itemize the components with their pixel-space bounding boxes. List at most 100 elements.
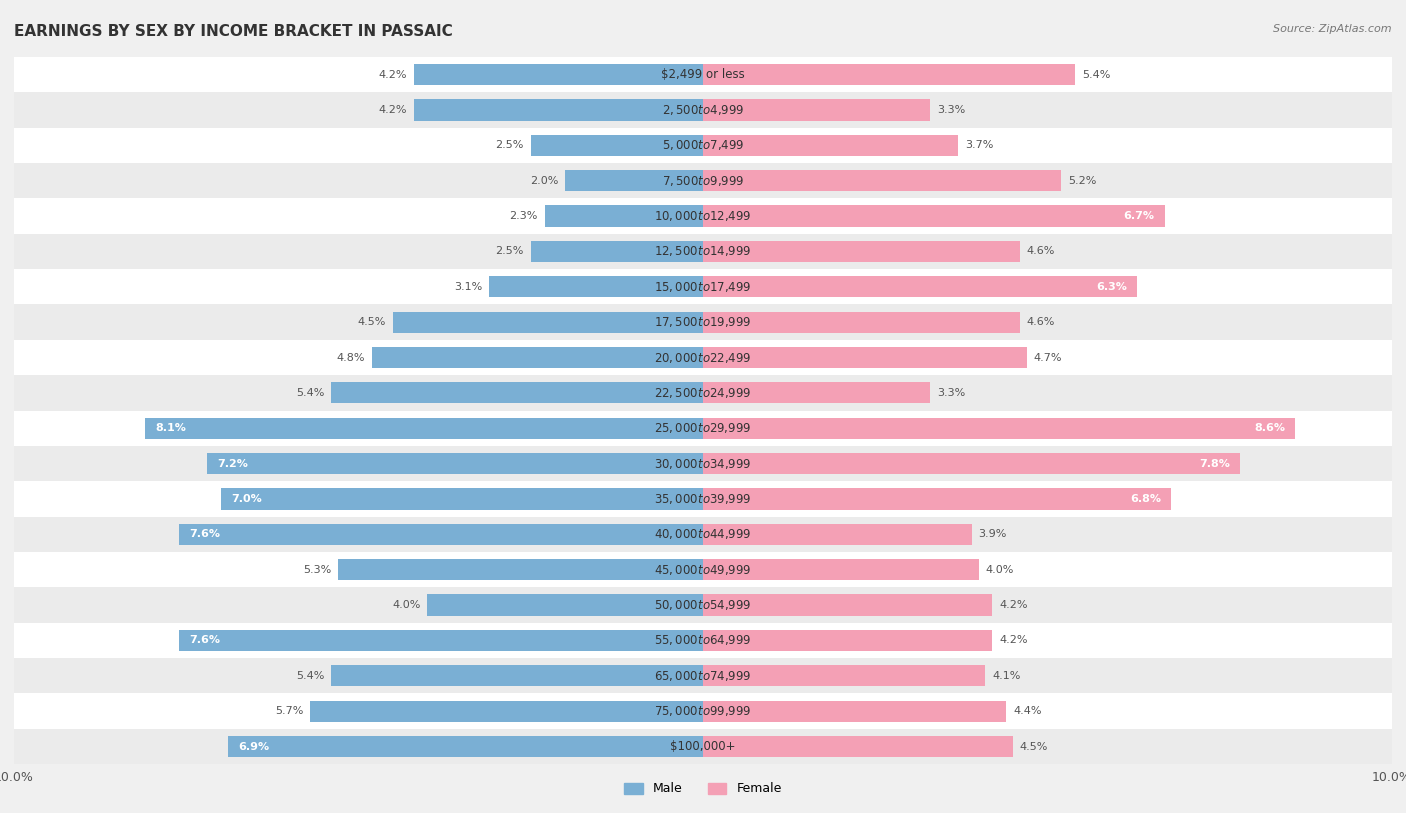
Bar xyxy=(565,170,703,191)
Bar xyxy=(14,552,1392,587)
Text: 6.7%: 6.7% xyxy=(1123,211,1154,221)
Bar xyxy=(703,64,1076,85)
Text: $2,500 to $4,999: $2,500 to $4,999 xyxy=(662,103,744,117)
Bar xyxy=(14,481,1392,517)
Text: $20,000 to $22,499: $20,000 to $22,499 xyxy=(654,350,752,364)
Text: 2.0%: 2.0% xyxy=(530,176,558,185)
Text: $15,000 to $17,499: $15,000 to $17,499 xyxy=(654,280,752,293)
Bar xyxy=(703,489,1171,510)
Text: $50,000 to $54,999: $50,000 to $54,999 xyxy=(654,598,752,612)
Bar xyxy=(14,411,1392,446)
Bar xyxy=(703,559,979,580)
Bar xyxy=(703,736,1012,757)
Text: 4.2%: 4.2% xyxy=(1000,600,1028,610)
Bar xyxy=(14,659,1392,693)
Text: Source: ZipAtlas.com: Source: ZipAtlas.com xyxy=(1274,24,1392,34)
Text: 2.5%: 2.5% xyxy=(495,141,524,150)
Bar xyxy=(531,135,703,156)
Bar xyxy=(14,304,1392,340)
Bar xyxy=(145,418,703,439)
Bar xyxy=(703,701,1007,722)
Bar xyxy=(14,198,1392,233)
Bar xyxy=(14,92,1392,128)
Text: 8.6%: 8.6% xyxy=(1254,424,1285,433)
Text: 4.6%: 4.6% xyxy=(1026,246,1054,256)
Bar xyxy=(703,594,993,615)
Bar xyxy=(703,418,1295,439)
Text: 2.5%: 2.5% xyxy=(495,246,524,256)
Bar xyxy=(544,206,703,227)
Text: 5.4%: 5.4% xyxy=(295,671,323,680)
Text: 6.3%: 6.3% xyxy=(1095,282,1126,292)
Text: $7,500 to $9,999: $7,500 to $9,999 xyxy=(662,174,744,188)
Text: 3.3%: 3.3% xyxy=(938,105,966,115)
Text: 4.2%: 4.2% xyxy=(378,70,406,80)
Bar xyxy=(427,594,703,615)
Bar xyxy=(330,665,703,686)
Bar xyxy=(14,163,1392,198)
Text: $40,000 to $44,999: $40,000 to $44,999 xyxy=(654,528,752,541)
Bar xyxy=(703,135,957,156)
Bar xyxy=(221,489,703,510)
Bar xyxy=(413,64,703,85)
Bar xyxy=(14,623,1392,658)
Bar xyxy=(703,99,931,120)
Text: 4.1%: 4.1% xyxy=(993,671,1021,680)
Text: 6.8%: 6.8% xyxy=(1130,494,1161,504)
Bar xyxy=(489,276,703,298)
Bar xyxy=(14,269,1392,304)
Text: 7.6%: 7.6% xyxy=(190,636,221,646)
Bar xyxy=(311,701,703,722)
Bar xyxy=(703,276,1137,298)
Text: 4.8%: 4.8% xyxy=(337,353,366,363)
Bar xyxy=(14,517,1392,552)
Text: 5.2%: 5.2% xyxy=(1069,176,1097,185)
Text: $55,000 to $64,999: $55,000 to $64,999 xyxy=(654,633,752,647)
Bar xyxy=(392,311,703,333)
Bar xyxy=(14,587,1392,623)
Text: 4.0%: 4.0% xyxy=(392,600,420,610)
Text: $2,499 or less: $2,499 or less xyxy=(661,68,745,81)
Text: 3.7%: 3.7% xyxy=(965,141,993,150)
Text: $75,000 to $99,999: $75,000 to $99,999 xyxy=(654,704,752,718)
Bar xyxy=(703,524,972,545)
Text: $12,500 to $14,999: $12,500 to $14,999 xyxy=(654,245,752,259)
Text: $35,000 to $39,999: $35,000 to $39,999 xyxy=(654,492,752,506)
Legend: Male, Female: Male, Female xyxy=(619,777,787,801)
Text: 4.6%: 4.6% xyxy=(1026,317,1054,327)
Text: 8.1%: 8.1% xyxy=(155,424,186,433)
Text: $100,000+: $100,000+ xyxy=(671,740,735,753)
Text: $17,500 to $19,999: $17,500 to $19,999 xyxy=(654,315,752,329)
Bar xyxy=(330,382,703,403)
Text: 4.0%: 4.0% xyxy=(986,565,1014,575)
Bar xyxy=(531,241,703,262)
Text: $30,000 to $34,999: $30,000 to $34,999 xyxy=(654,457,752,471)
Bar xyxy=(703,241,1019,262)
Text: 4.4%: 4.4% xyxy=(1012,706,1042,716)
Text: 5.4%: 5.4% xyxy=(295,388,323,398)
Bar xyxy=(14,340,1392,375)
Bar xyxy=(14,693,1392,729)
Text: 3.3%: 3.3% xyxy=(938,388,966,398)
Bar xyxy=(413,99,703,120)
Text: 5.3%: 5.3% xyxy=(302,565,330,575)
Bar xyxy=(337,559,703,580)
Text: $45,000 to $49,999: $45,000 to $49,999 xyxy=(654,563,752,576)
Text: 3.9%: 3.9% xyxy=(979,529,1007,539)
Text: 4.2%: 4.2% xyxy=(1000,636,1028,646)
Text: $65,000 to $74,999: $65,000 to $74,999 xyxy=(654,669,752,683)
Bar xyxy=(703,347,1026,368)
Text: $22,500 to $24,999: $22,500 to $24,999 xyxy=(654,386,752,400)
Bar xyxy=(180,630,703,651)
Text: 6.9%: 6.9% xyxy=(238,741,269,751)
Bar xyxy=(14,729,1392,764)
Text: $10,000 to $12,499: $10,000 to $12,499 xyxy=(654,209,752,223)
Text: EARNINGS BY SEX BY INCOME BRACKET IN PASSAIC: EARNINGS BY SEX BY INCOME BRACKET IN PAS… xyxy=(14,24,453,39)
Text: 7.6%: 7.6% xyxy=(190,529,221,539)
Bar xyxy=(14,446,1392,481)
Bar xyxy=(373,347,703,368)
Bar xyxy=(207,453,703,474)
Bar xyxy=(703,382,931,403)
Text: 3.1%: 3.1% xyxy=(454,282,482,292)
Bar xyxy=(180,524,703,545)
